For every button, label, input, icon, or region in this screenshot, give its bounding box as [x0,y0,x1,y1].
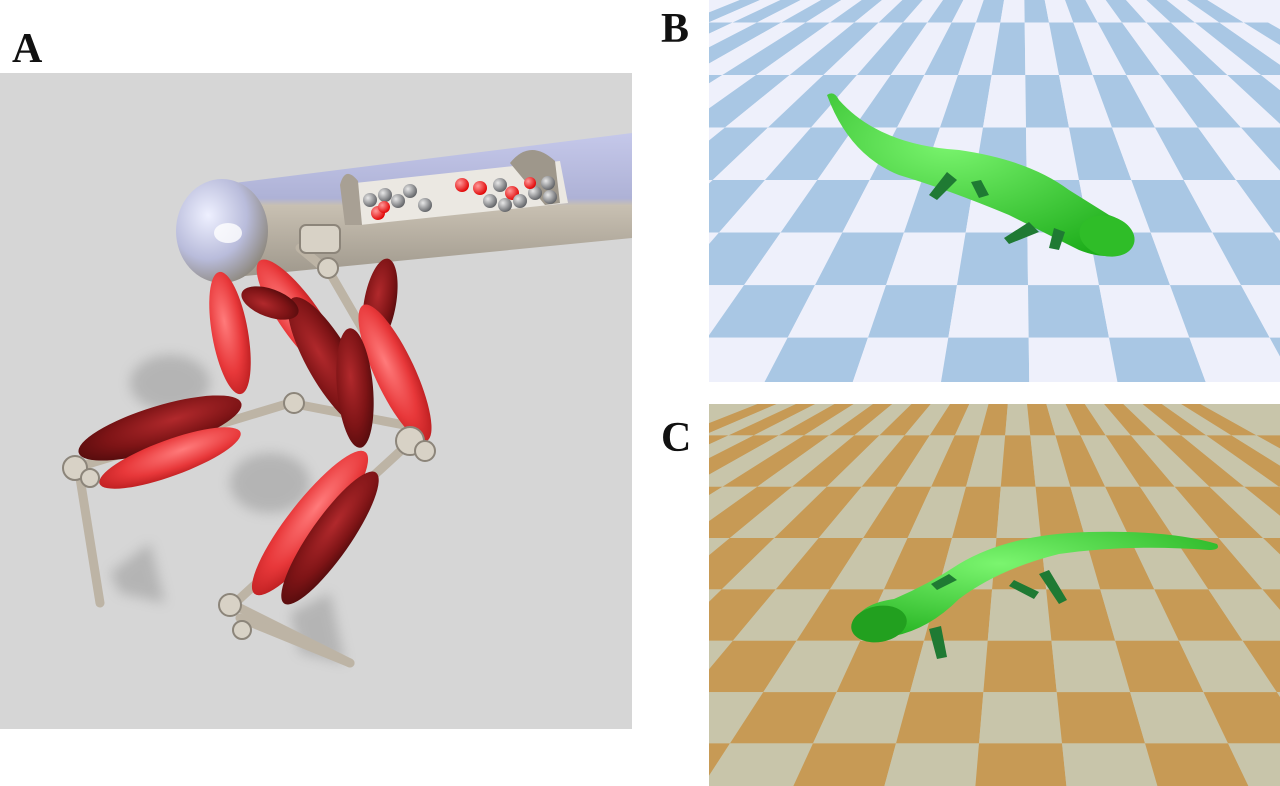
lizard-c [851,531,1218,659]
panel-label-c: C [661,415,692,461]
muscles [78,258,432,605]
leg-simulation-render [0,73,632,729]
tan-checkerboard-floor [709,404,1280,786]
panel-b-lizard-blue [709,0,1280,382]
joints [62,224,436,640]
lizard-blue-render [709,0,1280,382]
panel-label-a: A [12,26,43,72]
lizard-b [827,93,1135,257]
sensor-balls [363,176,557,220]
lizard-tan-render [709,404,1280,786]
panel-label-b: B [661,6,690,52]
panel-c-lizard-tan [709,404,1280,786]
panel-a-leg-simulation [0,73,632,729]
